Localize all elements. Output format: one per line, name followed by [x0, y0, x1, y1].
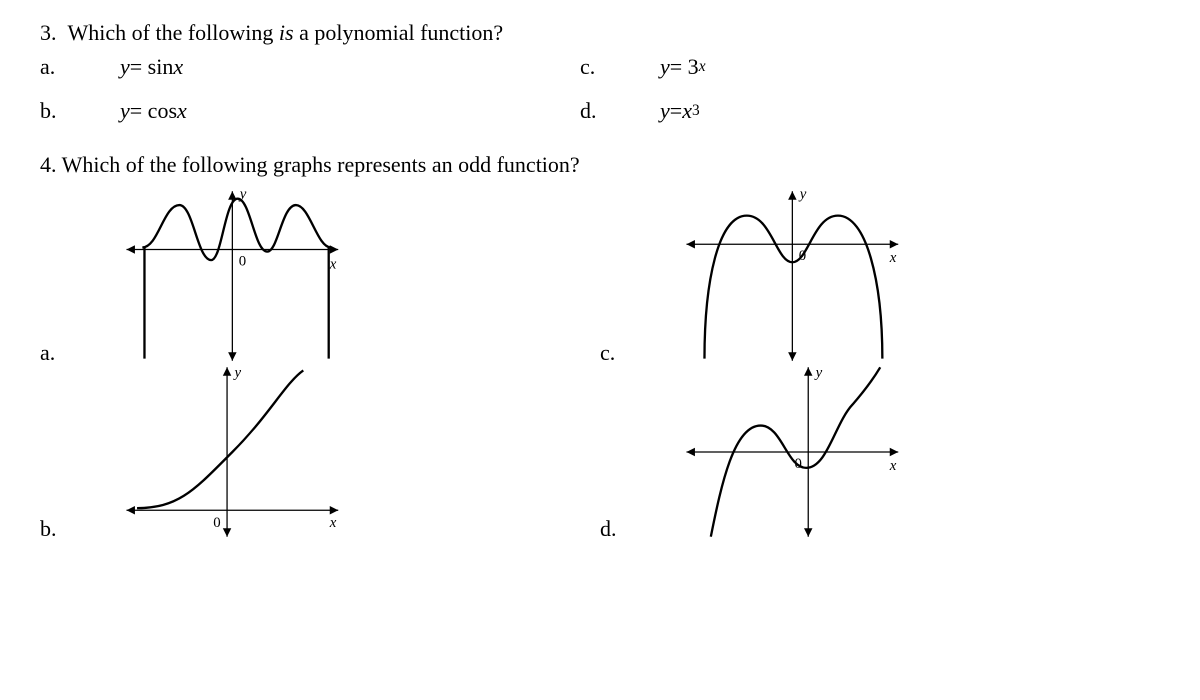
q3-italic: is [279, 20, 294, 45]
svg-text:0: 0 [213, 515, 220, 531]
q4-number: 4. [40, 152, 57, 177]
svg-text:y: y [798, 187, 807, 203]
q4-stem: 4. Which of the following graphs represe… [40, 152, 1160, 178]
q3-opt-c-label: c. [580, 54, 620, 80]
origin-label: 0 [239, 253, 246, 269]
q4-text: Which of the following graphs represents… [62, 152, 580, 177]
svg-text:x: x [329, 515, 337, 531]
svg-text:y: y [814, 365, 823, 381]
svg-text:y: y [232, 365, 241, 381]
q4-graph-c: y x 0 [680, 186, 910, 366]
q3-opt-d-content: y = x3 [620, 98, 1120, 124]
q4-cell-a: a. y x 0 [40, 186, 540, 366]
q4-graph-a: y x 0 [120, 186, 350, 366]
q4-row-bd: b. y x 0 d. [40, 362, 1160, 542]
q4-graph-b: y x 0 [120, 362, 350, 542]
q4-opt-d-label: d. [600, 516, 640, 542]
q3-row1: a. y = sin x c. y = 3x [40, 54, 1160, 80]
q4-row-ac: a. y x 0 c. [40, 186, 1160, 366]
q4-cell-c: c. y x 0 [600, 186, 1100, 366]
svg-text:x: x [889, 458, 897, 474]
q3-opt-a-label: a. [40, 54, 80, 80]
q3-text1: Which of the following [68, 20, 274, 45]
svg-text:x: x [889, 250, 897, 266]
q3-opt-c-content: y = 3x [620, 54, 1120, 80]
q4-cell-b: b. y x 0 [40, 362, 540, 542]
q4-opt-b-label: b. [40, 516, 80, 542]
q3-opt-d-label: d. [580, 98, 620, 124]
q3-stem: 3. Which of the following is a polynomia… [40, 20, 1160, 46]
q3-opt-a-content: y = sin x [80, 54, 580, 80]
q3-number: 3. [40, 20, 57, 45]
x-axis-label: x [329, 257, 337, 273]
q4-graph-d: y x 0 [680, 362, 910, 542]
q3-row2: b. y = cos x d. y = x3 [40, 98, 1160, 124]
q3-text2: a polynomial function? [299, 20, 503, 45]
q3-opt-b-label: b. [40, 98, 80, 124]
q3-opt-b-content: y = cos x [80, 98, 580, 124]
q4-cell-d: d. y x 0 [600, 362, 1100, 542]
